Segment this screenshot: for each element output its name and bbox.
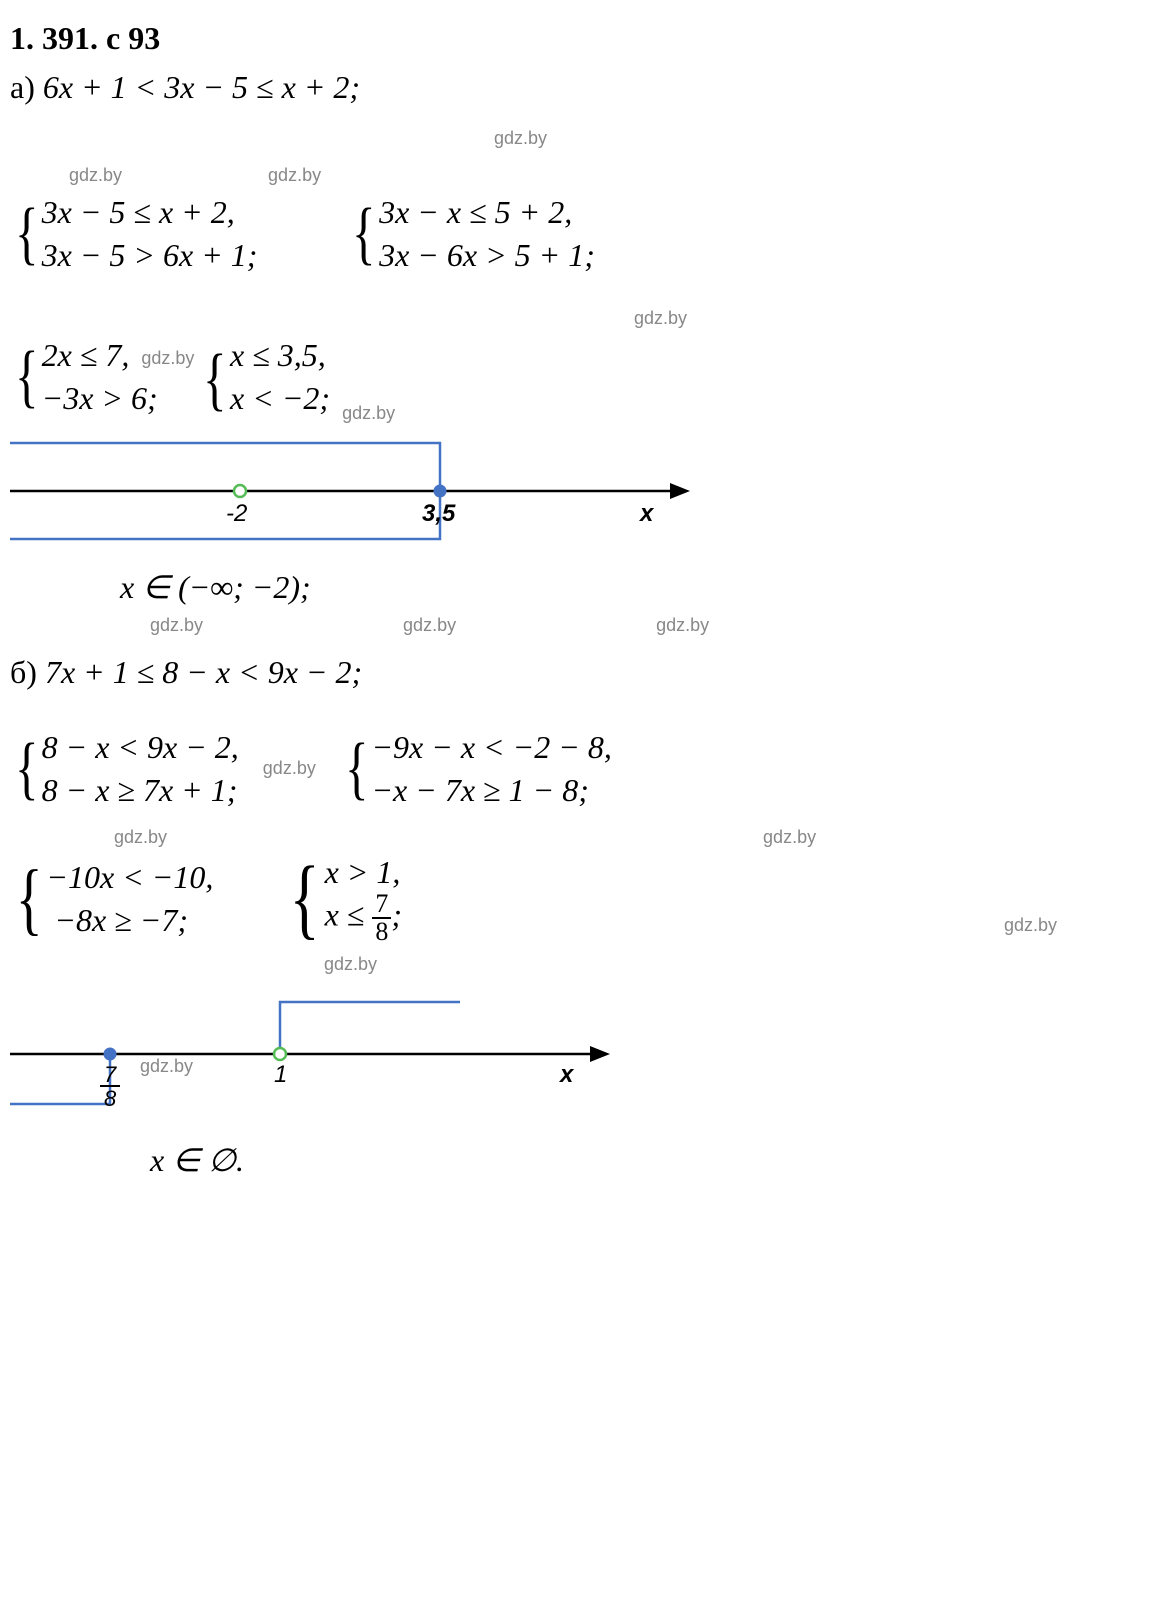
part-b-systems-row-2: { −10x < −10, −8x ≥ −7; { x > 1, x ≤ 78;… (10, 853, 1141, 945)
part-b-label: б) (10, 654, 37, 690)
system-a4: { x ≤ 3,5, x < −2; gdz.by (198, 334, 399, 425)
part-a-expression: 6x + 1 < 3x − 5 ≤ x + 2; (43, 69, 360, 105)
part-a-label: a) (10, 69, 35, 105)
sys-b3-top: −10x < −10, (46, 856, 213, 899)
svg-text:-2: -2 (226, 500, 247, 527)
number-line-b: 78 1 x gdz.by (10, 984, 1141, 1134)
part-a-answer: x ∈ (−∞; −2); (120, 563, 1141, 613)
sys-b3-bot: −8x ≥ −7; (46, 899, 213, 942)
sys-a4-top: x ≤ 3,5, (230, 334, 399, 377)
watermark: gdz.by (759, 827, 820, 847)
sys-a1-top: 3x − 5 ≤ x + 2, (42, 191, 258, 234)
watermark: gdz.by (1000, 915, 1061, 935)
system-a2: { 3x − x ≤ 5 + 2, 3x − 6x > 5 + 1; (347, 191, 594, 277)
svg-text:8: 8 (104, 1086, 117, 1111)
sys-b2-top: −9x − x < −2 − 8, (371, 726, 611, 769)
sys-b4-top: x > 1, (325, 853, 402, 891)
watermark: gdz.by (259, 755, 320, 783)
system-b1: { 8 − x < 9x − 2, 8 − x ≥ 7x + 1; (10, 726, 239, 812)
system-a3: { 2x ≤ 7, gdz.by −3x > 6; (10, 334, 198, 420)
part-a-given: a) 6x + 1 < 3x − 5 ≤ x + 2; (10, 63, 1141, 113)
svg-text:x: x (638, 500, 655, 527)
part-a-systems-row-2: { 2x ≤ 7, gdz.by −3x > 6; { x ≤ 3,5, x <… (10, 334, 1141, 425)
svg-text:gdz.by: gdz.by (140, 1056, 193, 1076)
watermark: gdz.by (137, 346, 198, 370)
sys-b2-bot: −x − 7x ≥ 1 − 8; (371, 772, 588, 808)
watermark-row: gdz.bygdz.bygdz.by (150, 615, 1141, 636)
system-a1: { 3x − 5 ≤ x + 2, 3x − 5 > 6x + 1; (10, 191, 257, 277)
sys-b1-top: 8 − x < 9x − 2, (42, 726, 239, 769)
svg-text:7: 7 (104, 1062, 117, 1087)
system-b3: { −10x < −10, −8x ≥ −7; (10, 856, 213, 942)
part-b-given: б) 7x + 1 ≤ 8 − x < 9x − 2; (10, 648, 1141, 698)
sys-a3-bot: −3x > 6; (42, 377, 199, 420)
watermark: gdz.by (65, 165, 126, 185)
sys-a2-top: 3x − x ≤ 5 + 2, (379, 191, 595, 234)
part-b-systems-row-1: { 8 − x < 9x − 2, 8 − x ≥ 7x + 1; gdz.by… (10, 726, 1141, 812)
part-a-systems-row-1: { 3x − 5 ≤ x + 2, 3x − 5 > 6x + 1; { 3x … (10, 191, 1141, 277)
number-line-a: -2 3,5 x (10, 431, 1141, 561)
part-b-answer: x ∈ ∅. (150, 1136, 1141, 1186)
sys-a1-bot: 3x − 5 > 6x + 1; (42, 234, 258, 277)
sys-b4-bot: x ≤ 78; (325, 891, 402, 945)
part-b-expression: 7x + 1 ≤ 8 − x < 9x − 2; (45, 654, 362, 690)
sys-a4-bot: x < −2; (230, 380, 330, 416)
sys-b1-bot: 8 − x ≥ 7x + 1; (42, 769, 239, 812)
watermark: gdz.by (264, 165, 325, 185)
watermark: gdz.by (320, 954, 381, 974)
watermark: gdz.by (338, 401, 399, 425)
sys-a3-top: 2x ≤ 7, (42, 337, 130, 373)
svg-text:x: x (558, 1061, 575, 1088)
system-b4: { x > 1, x ≤ 78; (283, 853, 402, 945)
watermark: gdz.by (630, 308, 691, 328)
system-b2: { −9x − x < −2 − 8, −x − 7x ≥ 1 − 8; (340, 726, 612, 812)
header: 1. 391. с 93 (10, 20, 1141, 57)
watermark: gdz.by (110, 827, 171, 847)
sys-a2-bot: 3x − 6x > 5 + 1; (379, 234, 595, 277)
watermark: gdz.by (490, 128, 551, 148)
svg-text:1: 1 (274, 1061, 287, 1088)
svg-text:3,5: 3,5 (422, 500, 456, 527)
